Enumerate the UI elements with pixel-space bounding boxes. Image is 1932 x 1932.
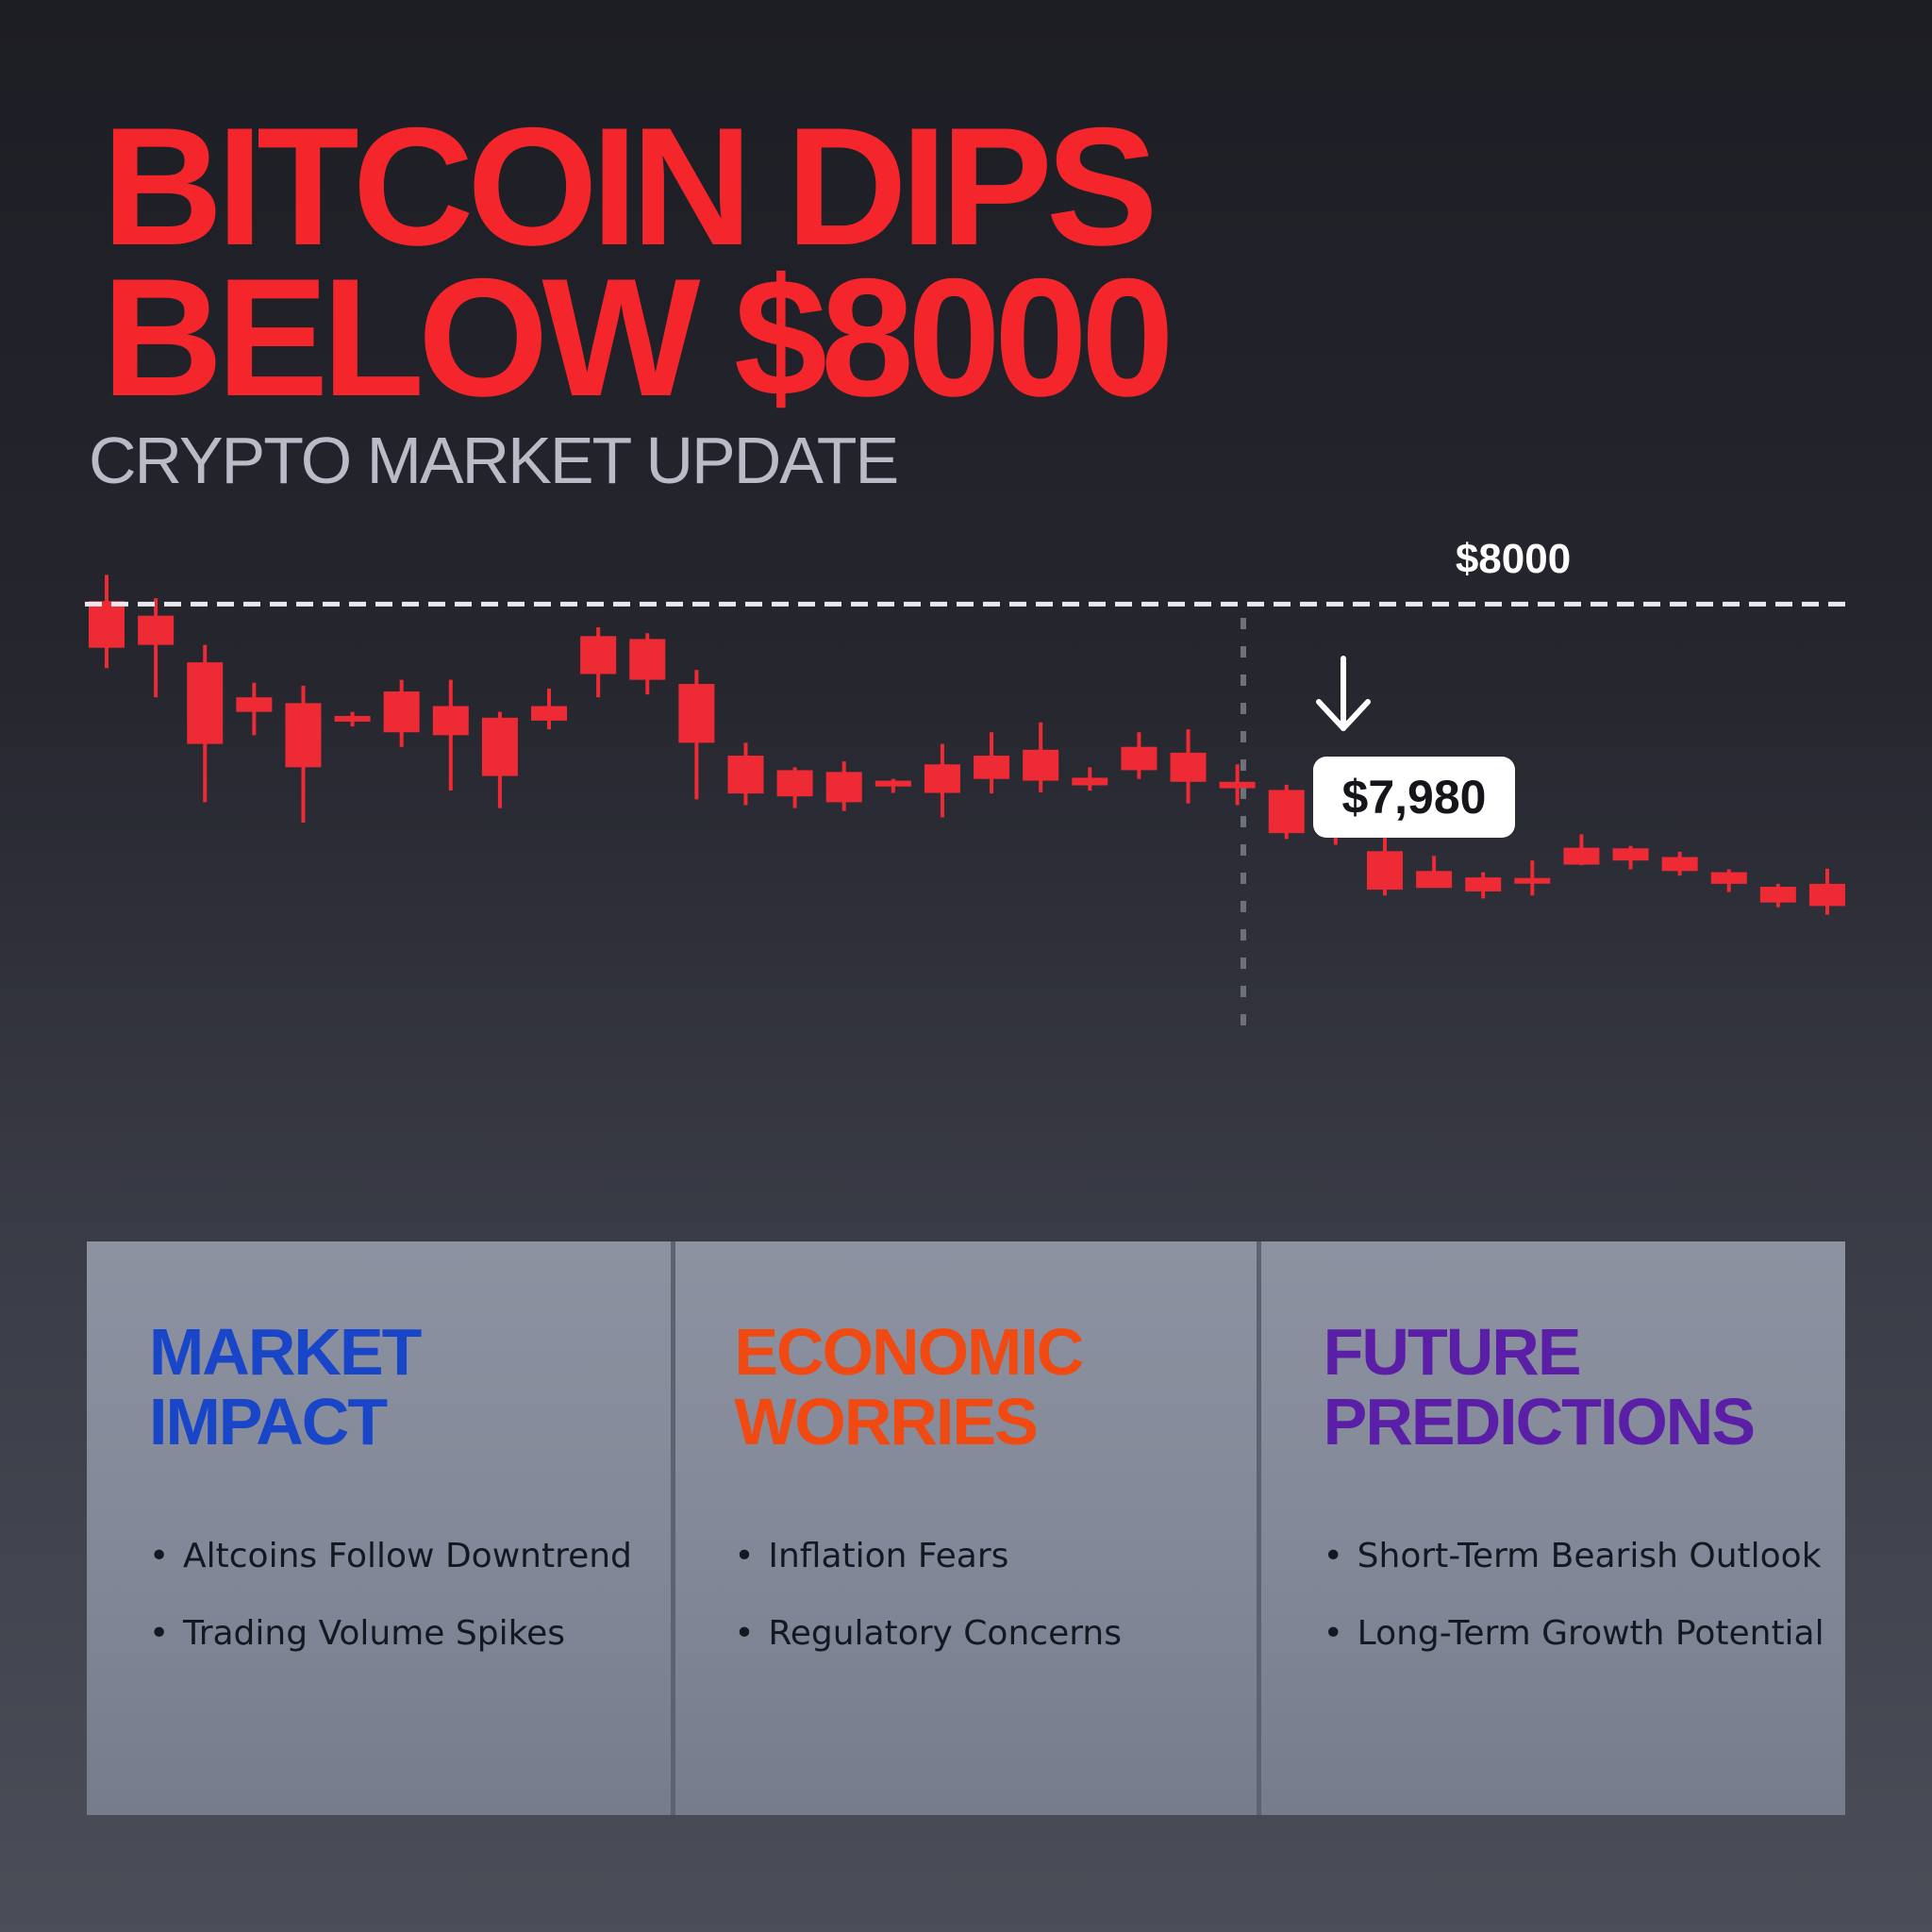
candle-body — [1612, 848, 1649, 861]
bullet-icon: • — [1323, 1614, 1343, 1653]
candle-body — [432, 706, 469, 736]
bullet-list: • Inflation Fears • Regulatory Concerns — [734, 1534, 1256, 1657]
bullet-icon: • — [149, 1614, 170, 1653]
list-item: • Short-Term Bearish Outlook — [1324, 1534, 1845, 1579]
candle-body — [629, 639, 666, 680]
panel-title: MARKET IMPACT — [149, 1317, 671, 1457]
list-item: • Long-Term Growth Potential — [1324, 1611, 1845, 1657]
candle-body — [1416, 871, 1453, 889]
candle-body — [1563, 847, 1600, 865]
subtitle: CRYPTO MARKET UPDATE — [89, 424, 899, 497]
list-item: • Inflation Fears — [734, 1534, 1256, 1579]
candle-body — [1710, 872, 1747, 884]
price-callout: $7,980 — [1313, 757, 1515, 838]
threshold-label: $8000 — [1456, 536, 1571, 582]
candle-body — [727, 755, 764, 794]
list-item: • Altcoins Follow Downtrend — [149, 1534, 671, 1579]
list-item-text: Long-Term Growth Potential — [1357, 1614, 1824, 1653]
candle-body — [1465, 877, 1502, 891]
bullet-icon: • — [734, 1537, 755, 1575]
panel-market-impact: MARKET IMPACT • Altcoins Follow Downtrend… — [87, 1241, 672, 1815]
panel-title-line-2: PREDICTIONS — [1323, 1385, 1756, 1458]
candle-body — [1072, 777, 1108, 786]
candle-body — [1023, 749, 1059, 781]
headline-line-2: BELOW $8000 — [102, 243, 1174, 431]
candle-body — [236, 697, 273, 712]
candles-group — [89, 575, 1845, 915]
candle-body — [1121, 746, 1158, 771]
bullet-icon: • — [149, 1537, 170, 1575]
headline-line-1: BITCOIN DIPS — [102, 92, 1158, 280]
candle-body — [1661, 857, 1698, 872]
candle-body — [1759, 887, 1796, 903]
list-item-text: Short-Term Bearish Outlook — [1357, 1537, 1822, 1575]
panel-title-line-2: WORRIES — [734, 1385, 1038, 1458]
bullet-icon: • — [734, 1614, 755, 1653]
candle-body — [89, 601, 125, 648]
panel-economic-worries: ECONOMIC WORRIES • Inflation Fears • Regul… — [671, 1241, 1257, 1815]
info-panels: MARKET IMPACT • Altcoins Follow Downtrend… — [87, 1241, 1845, 1815]
candle-body — [1170, 752, 1207, 782]
list-item-text: Regulatory Concerns — [768, 1614, 1122, 1653]
panel-title-line-1: FUTURE — [1323, 1315, 1582, 1389]
candle-body — [187, 662, 224, 744]
panel-title-line-1: MARKET — [149, 1315, 422, 1389]
panel-title: FUTURE PREDICTIONS — [1324, 1317, 1845, 1457]
candle-body — [1219, 781, 1256, 789]
panel-title: ECONOMIC WORRIES — [734, 1317, 1256, 1457]
list-item-text: Inflation Fears — [768, 1537, 1009, 1575]
headline: BITCOIN DIPS BELOW $8000 — [102, 92, 1174, 431]
candle-body — [825, 772, 862, 803]
candle-body — [1514, 877, 1551, 884]
panel-title-line-2: IMPACT — [149, 1385, 388, 1458]
candle-body — [974, 755, 1010, 779]
candle-body — [580, 636, 617, 675]
candlestick-chart: $8000 — [85, 536, 1847, 1028]
candle-body — [1366, 851, 1403, 891]
candle-body — [776, 770, 813, 797]
candle-body — [531, 706, 568, 721]
panel-future-predictions: FUTURE PREDICTIONS • Short-Term Bearish O… — [1256, 1241, 1845, 1815]
candle-body — [481, 717, 518, 776]
bullet-list: • Short-Term Bearish Outlook • Long-Term G… — [1324, 1534, 1845, 1657]
list-item-text: Trading Volume Spikes — [183, 1614, 566, 1653]
list-item-text: Altcoins Follow Downtrend — [183, 1537, 632, 1575]
candle-body — [1268, 790, 1305, 834]
candle-body — [285, 703, 322, 768]
candle-body — [1809, 883, 1845, 907]
list-item: • Trading Volume Spikes — [149, 1611, 671, 1657]
candle-body — [138, 615, 175, 645]
panel-title-line-1: ECONOMIC — [734, 1315, 1084, 1389]
candle-body — [383, 691, 420, 733]
bullet-icon: • — [1323, 1537, 1343, 1575]
candle-body — [924, 764, 960, 793]
bullet-list: • Altcoins Follow Downtrend • Trading Volu… — [149, 1534, 671, 1657]
list-item: • Regulatory Concerns — [734, 1611, 1256, 1657]
candle-body — [334, 715, 371, 722]
candle-body — [678, 683, 715, 743]
candle-body — [874, 780, 911, 787]
down-arrow-icon — [1316, 656, 1371, 731]
